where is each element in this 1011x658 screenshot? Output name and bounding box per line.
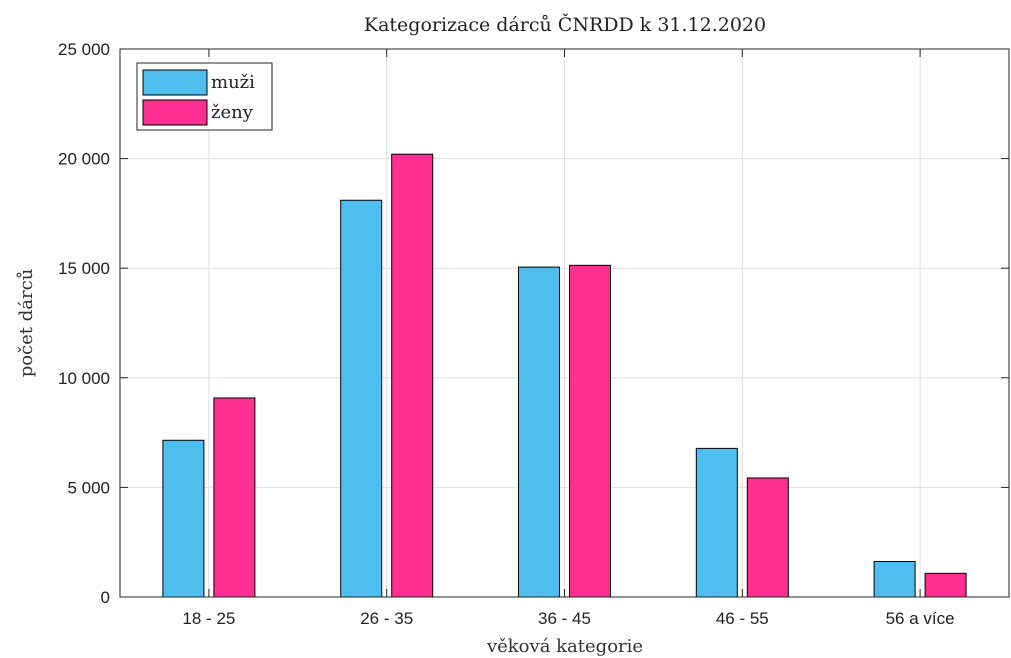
bars [162,153,967,598]
bar-zeny-2 [569,264,611,598]
y-axis-label: počet dárců [15,269,37,378]
x-ticks: 18 - 25 26 - 35 36 - 45 46 - 55 56 a více [182,49,955,628]
legend-swatch-muzi [142,69,208,96]
bar-muzi-2 [518,266,560,598]
x-tick-label: 56 a více [886,609,955,628]
y-tick-label: 20 000 [58,150,110,169]
y-tick-label: 10 000 [58,369,110,388]
x-tick-label: 46 - 55 [716,609,769,628]
bar-zeny-1 [391,153,434,598]
bar-muzi-4 [873,560,916,598]
x-tick-label: 18 - 25 [182,609,235,628]
y-tick-label: 15 000 [58,259,110,278]
legend-swatch-zeny [142,99,208,126]
grid-lines [120,49,1009,597]
y-tick-label: 5 000 [67,478,110,497]
y-tick-label: 25 000 [58,40,110,59]
bar-zeny-0 [213,397,256,598]
bar-muzi-0 [162,439,205,598]
y-tick-label: 0 [101,588,110,607]
bar-muzi-3 [695,447,738,598]
x-axis-label: věková kategorie [486,636,643,657]
bar-zeny-3 [746,477,789,598]
bar-muzi-1 [340,199,383,598]
chart-title: Kategorizace dárců ČNRDD k 31.12.2020 [364,13,766,36]
legend-label-zeny: ženy [211,102,254,123]
x-tick-label: 36 - 45 [538,609,591,628]
y-ticks: 0 5 000 10 000 15 000 20 000 25 000 [58,40,1009,607]
bar-zeny-4 [924,572,967,598]
x-tick-label: 26 - 35 [360,609,413,628]
legend: muži ženy [136,62,273,131]
legend-label-muzi: muži [211,72,255,93]
